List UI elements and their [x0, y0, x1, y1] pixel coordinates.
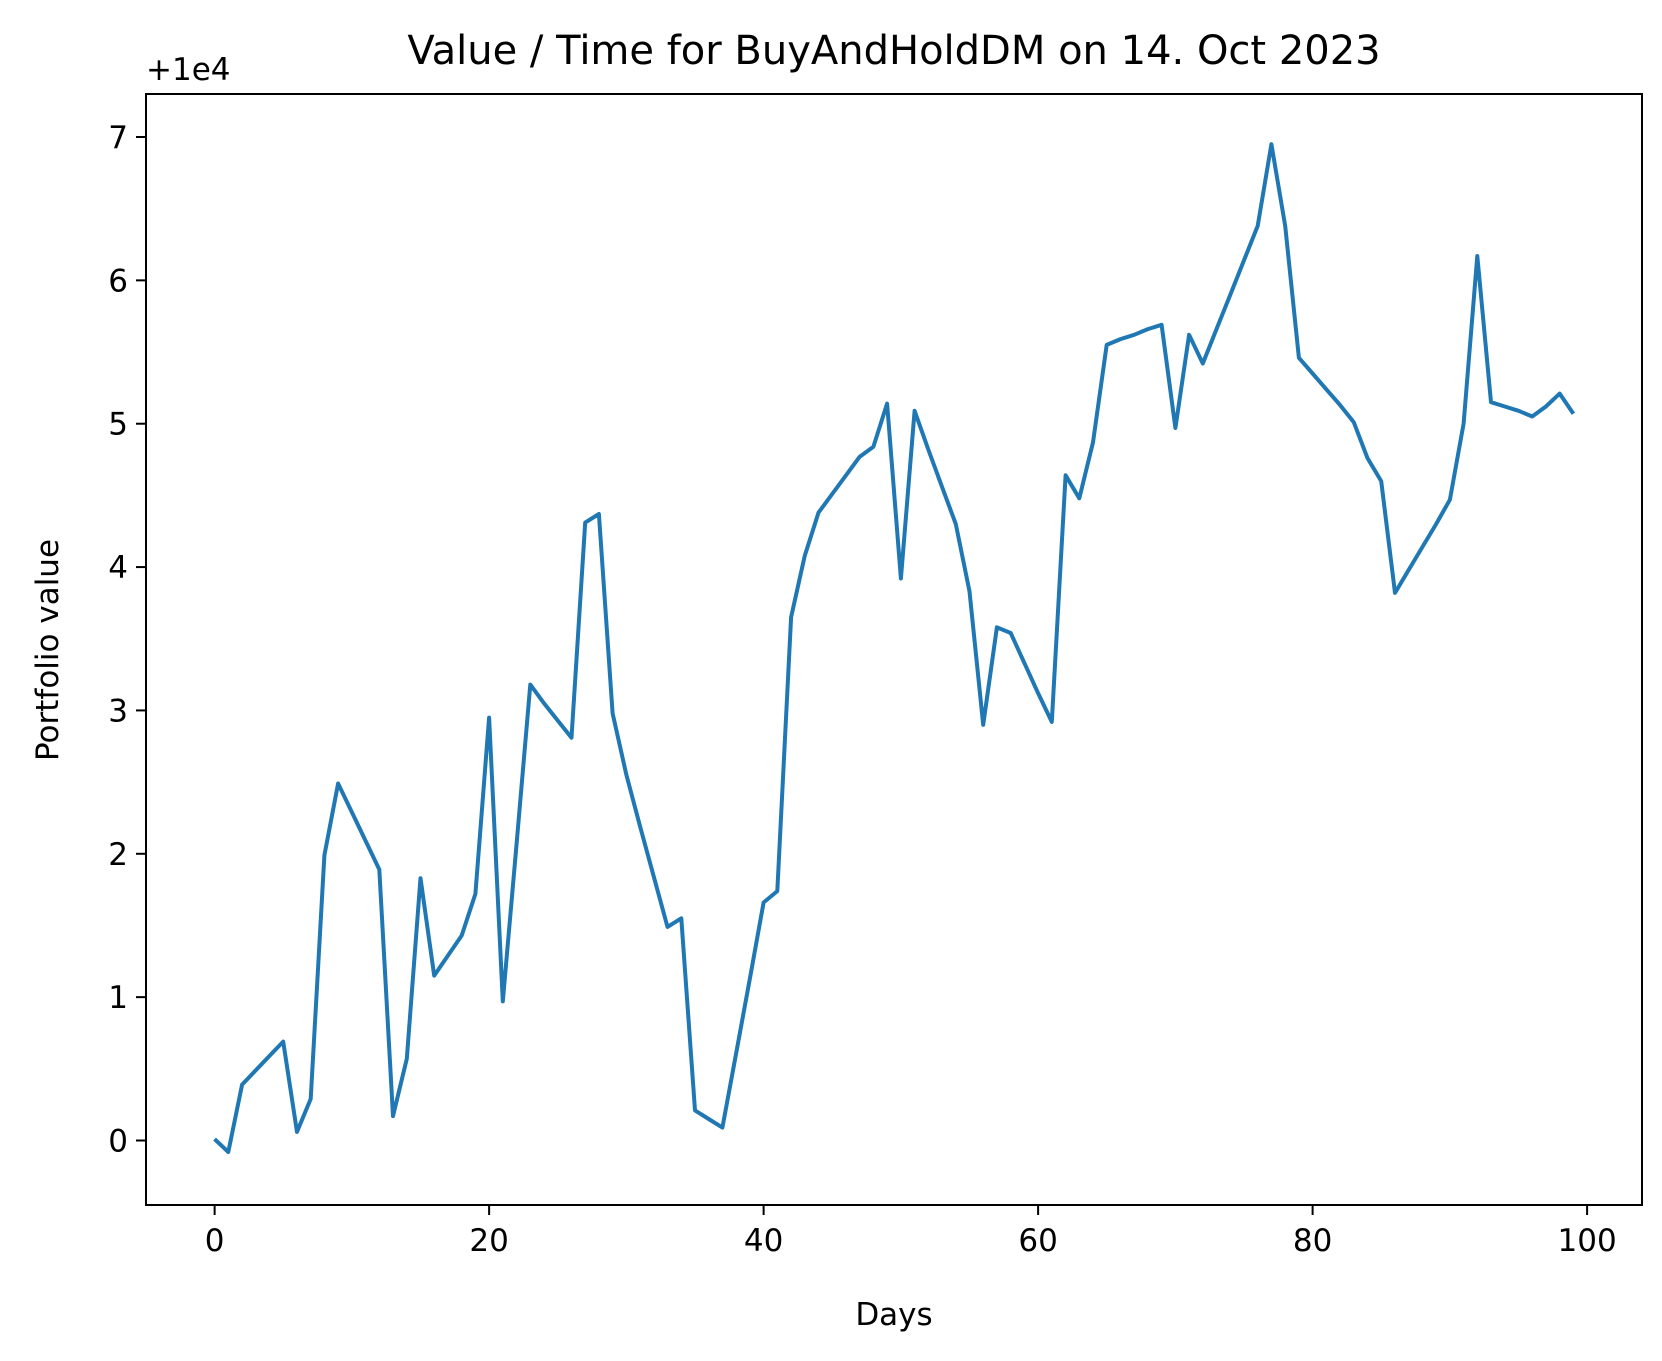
x-axis-ticks: 0 20 40 60 80 100: [205, 1205, 1617, 1259]
chart-title: Value / Time for BuyAndHoldDM on 14. Oct…: [407, 28, 1380, 74]
x-tick-label: 40: [744, 1223, 783, 1259]
x-tick-label: 80: [1293, 1223, 1332, 1259]
x-tick-label: 100: [1558, 1223, 1617, 1259]
y-offset-label: +1e4: [146, 52, 231, 88]
portfolio-value-line: [213, 142, 1576, 1154]
y-tick-label: 4: [108, 550, 128, 586]
y-axis-label: Portfolio value: [30, 539, 66, 761]
x-axis-label: Days: [855, 1297, 932, 1333]
x-tick-label: 20: [469, 1223, 508, 1259]
y-tick-label: 2: [108, 837, 128, 873]
y-tick-label: 6: [108, 263, 128, 299]
y-tick-label: 0: [108, 1123, 128, 1159]
y-tick-label: 1: [108, 980, 128, 1016]
y-axis-ticks: 0 1 2 3 4 5 6 7: [108, 120, 146, 1159]
x-tick-label: 0: [205, 1223, 225, 1259]
plot-area-frame: [145, 93, 1643, 1206]
y-tick-label: 5: [108, 407, 128, 443]
y-tick-label: 7: [108, 120, 128, 156]
y-tick-label: 3: [108, 693, 128, 729]
x-tick-label: 60: [1018, 1223, 1057, 1259]
